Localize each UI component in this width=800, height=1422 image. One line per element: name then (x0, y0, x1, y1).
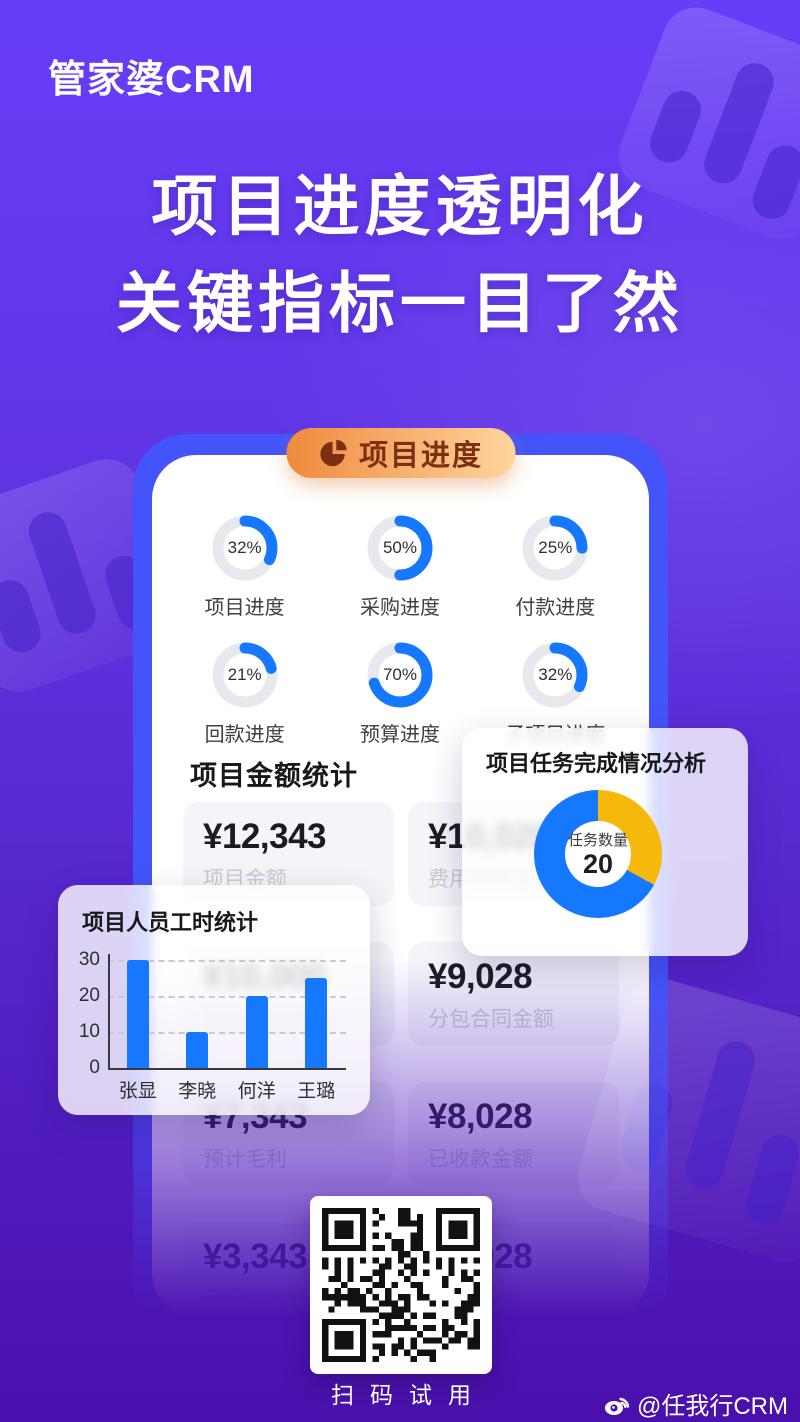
section-badge-label: 项目进度 (358, 440, 484, 472)
progress-ring: 21% 回款进度 (205, 640, 285, 747)
task-analysis-card: 项目任务完成情况分析 任务数量 20 (462, 728, 748, 956)
ring-label: 预算进度 (359, 724, 440, 746)
staff-hours-title: 项目人员工时统计 (82, 910, 259, 935)
amount-label: 分包合同金额 (428, 1008, 554, 1031)
task-donut-center: 任务数量 20 (565, 821, 631, 887)
task-count-label: 任务数量 (567, 832, 628, 850)
ring-percent: 25% (538, 538, 573, 557)
staff-hours-bar-chart: 0 10 20 30 张显 李晓 何洋 王璐 (58, 885, 370, 1115)
amount-section-title: 项目金额统计 (190, 761, 358, 791)
amount-value: ¥8,028 (428, 1097, 533, 1136)
task-analysis-title: 项目任务完成情况分析 (486, 751, 707, 776)
ring-label: 项目进度 (204, 597, 285, 619)
progress-rings-grid: 32% 项目进度 50% 采购进度 25% 付款进度 (167, 513, 633, 747)
hero-title-line2: 关键指标一目了然 (116, 266, 684, 340)
watermark-handle: @任我行CRM (636, 1393, 788, 1420)
hero-title: 项目进度透明化 关键指标一目了然 (0, 158, 800, 352)
section-badge: 项目进度 (285, 428, 516, 478)
progress-ring: 32% 项目进度 (205, 513, 285, 620)
ring-percent: 70% (382, 665, 417, 684)
staff-hours-card: 项目人员工时统计 0 10 20 30 张显 李晓 何洋 王璐 (58, 885, 370, 1115)
progress-ring: 50% 采购进度 (360, 513, 440, 620)
qr-code (310, 1196, 492, 1374)
hero-title-line1: 项目进度透明化 (151, 169, 649, 243)
ring-label: 付款进度 (515, 597, 596, 619)
ring-label: 采购进度 (359, 597, 440, 619)
task-donut-chart: 任务数量 20 (534, 790, 662, 918)
progress-ring: 70% 预算进度 (360, 640, 440, 747)
progress-ring: 25% 付款进度 (515, 513, 595, 620)
amount-label: 预计毛利 (203, 1148, 287, 1171)
ring-label: 回款进度 (204, 724, 285, 746)
qr-caption: 扫码试用 (331, 1382, 487, 1408)
amount-label: 已收款金额 (428, 1148, 533, 1171)
ring-percent: 50% (382, 538, 417, 557)
task-count-value: 20 (582, 849, 614, 880)
amount-label: 已报销金额 (203, 1288, 308, 1311)
weibo-icon (604, 1397, 630, 1415)
pie-chart-icon (319, 439, 347, 467)
amount-value: ¥9,028 (428, 957, 533, 996)
amount-tile: ¥8,028 已收款金额 (408, 1082, 619, 1186)
amount-tile: ¥9,028 分包合同金额 (408, 942, 619, 1046)
ring-percent: 21% (227, 665, 262, 684)
amount-value: ¥12,343 (203, 817, 327, 856)
ring-percent: 32% (538, 665, 573, 684)
ring-percent: 32% (227, 538, 262, 557)
amount-value: ¥3,343 (203, 1237, 308, 1276)
brand-logo: 管家婆CRM (48, 59, 255, 101)
watermark: @任我行CRM (603, 1386, 788, 1421)
